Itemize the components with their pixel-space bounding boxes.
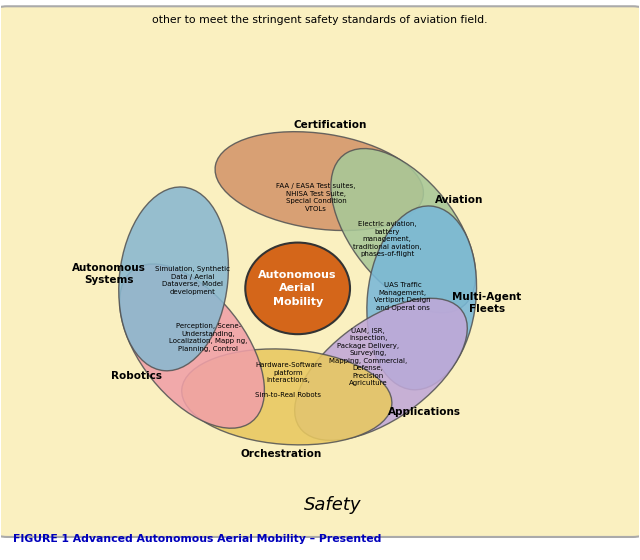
Ellipse shape [119,187,228,371]
Text: Simulation, Synthetic
Data / Aerial
Dataverse, Model
development: Simulation, Synthetic Data / Aerial Data… [155,266,230,295]
Text: UAS Traffic
Management,
Vertiport Design
and Operat ons: UAS Traffic Management, Vertiport Design… [374,282,431,311]
Text: Safety: Safety [304,496,362,514]
Text: UAM, ISR,
Inspection,
Package Delivery,
Surveying,
Mapping, Commercial,
Defense,: UAM, ISR, Inspection, Package Delivery, … [329,328,408,386]
Text: Hardware-Software
platform
interactions,

Sim-to-Real Robots: Hardware-Software platform interactions,… [255,362,322,398]
Text: Robotics: Robotics [111,371,162,381]
Ellipse shape [245,242,350,334]
Text: Perception, Scene-
Understanding,
Localization, Mapp ng,
Planning, Control: Perception, Scene- Understanding, Locali… [169,323,247,352]
Text: Autonomous
Aerial
Mobility: Autonomous Aerial Mobility [259,270,337,306]
Text: Applications: Applications [388,407,461,417]
Ellipse shape [182,349,392,445]
Ellipse shape [215,132,424,231]
Ellipse shape [331,148,476,313]
Text: Certification: Certification [294,120,367,130]
Text: Aviation: Aviation [435,195,483,206]
Text: FIGURE 1 Advanced Autonomous Aerial Mobility – Presented: FIGURE 1 Advanced Autonomous Aerial Mobi… [13,534,382,544]
Text: Electric aviation,
battery
management,
traditional aviation,
phases-of-flight: Electric aviation, battery management, t… [353,221,422,258]
Text: Orchestration: Orchestration [241,449,322,459]
Text: Autonomous
Systems: Autonomous Systems [72,263,145,284]
Ellipse shape [120,264,264,428]
Text: other to meet the stringent safety standards of aviation field.: other to meet the stringent safety stand… [152,15,488,25]
Text: Multi-Agent
Fleets: Multi-Agent Fleets [452,292,522,314]
Ellipse shape [367,206,477,390]
Text: FAA / EASA Test suites,
NHISA Test Suite,
Special Condition
VTOLs: FAA / EASA Test suites, NHISA Test Suite… [276,183,356,212]
FancyBboxPatch shape [0,6,640,537]
Ellipse shape [294,298,467,440]
